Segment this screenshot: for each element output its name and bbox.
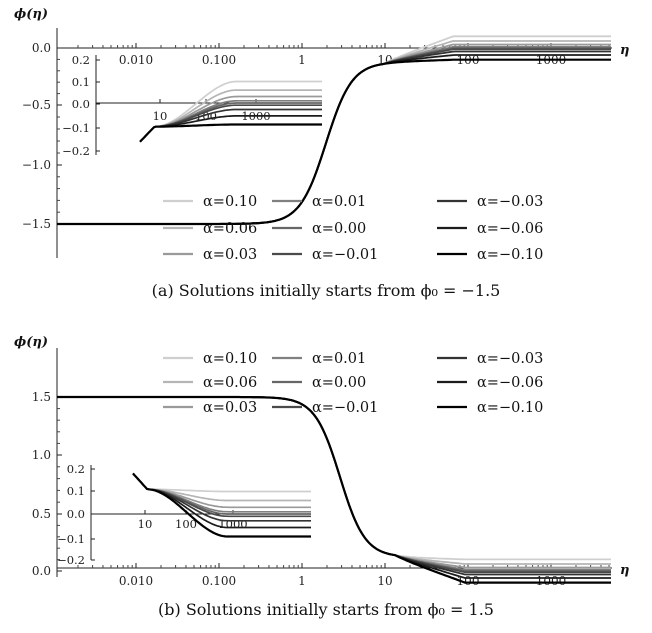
x-axis-label: η: [620, 43, 629, 58]
series-line-1: [57, 396, 611, 561]
inset-series-line-2: [132, 472, 311, 502]
inset-series-line-9: [139, 123, 322, 143]
series-line-4: [57, 396, 611, 571]
y-tick-label: −0.5: [22, 98, 51, 112]
chart-panel-b: ϕ(η)η1.51.00.50.00.010 0.100 1 10 100 10000.2…: [14, 335, 629, 619]
legend-label: α=−0.03: [477, 194, 543, 210]
inset-y-tick-label: 0.1: [67, 484, 85, 498]
legend-label: α=−0.01: [312, 400, 378, 416]
inset-x-tick-label: 10: [138, 517, 153, 531]
series-line-9: [57, 58, 611, 226]
inset-x-tick-label: 100: [175, 517, 197, 531]
inset-y-tick-label: 0.2: [67, 462, 85, 476]
legend-label: α=0.03: [203, 400, 257, 416]
inset-y-tick-label: −0.2: [62, 144, 90, 158]
legend-label: α=0.06: [203, 375, 257, 391]
legend-label: α=−0.10: [477, 400, 543, 416]
series-line-7: [57, 396, 611, 576]
inset-series-line-6: [132, 472, 311, 518]
y-tick-label: 1.0: [32, 448, 51, 462]
series-line-9: [57, 395, 611, 584]
y-tick-label: 0.5: [32, 507, 51, 521]
legend-label: α=0.10: [203, 194, 257, 210]
x-tick-label: 1: [298, 574, 306, 588]
inset-y-tick-label: 0.0: [72, 97, 90, 111]
inset-series-line-1: [132, 472, 311, 493]
x-tick-label: 1: [298, 53, 306, 67]
legend-label: α=0.03: [203, 247, 257, 263]
inset-series-line-9: [132, 472, 311, 538]
legend-label: α=0.00: [312, 375, 366, 391]
chart-caption: (a) Solutions initially starts from ϕ₀ =…: [152, 281, 501, 300]
legend-label: α=−0.06: [477, 221, 543, 237]
chart-caption: (b) Solutions initially starts from ϕ₀ =…: [158, 600, 494, 619]
legend-label: α=0.00: [312, 221, 366, 237]
x-tick-label: 10: [377, 574, 392, 588]
x-tick-label: 0.100: [202, 574, 236, 588]
legend-label: α=−0.10: [477, 247, 543, 263]
inset-y-tick-label: −0.1: [57, 532, 85, 546]
y-axis-label: ϕ(η): [14, 7, 48, 22]
x-tick-label: 0.010: [119, 574, 153, 588]
series-line-8: [57, 396, 611, 579]
legend-label: α=−0.03: [477, 351, 543, 367]
legend-label: α=0.10: [203, 351, 257, 367]
inset-y-tick-label: −0.2: [57, 553, 85, 567]
x-tick-label: 0.100: [202, 53, 236, 67]
series-line-5: [57, 396, 611, 572]
legend-label: α=0.01: [312, 194, 366, 210]
x-axis-label: η: [620, 563, 629, 578]
inset-y-tick-label: 0.2: [72, 53, 90, 67]
chart-panel-a: ϕ(η)η0.0−0.5−1.0−1.50.010 0.100 1 10 100 1000…: [14, 7, 629, 300]
inset-y-tick-label: −0.1: [62, 121, 90, 135]
y-tick-label: 1.5: [32, 390, 51, 404]
y-tick-label: −1.5: [22, 217, 51, 231]
legend-label: α=0.06: [203, 221, 257, 237]
inset-y-tick-label: 0.1: [72, 75, 90, 89]
inset-x-tick-label: 1000: [218, 517, 247, 531]
legend-label: α=−0.06: [477, 375, 543, 391]
legend-label: α=−0.01: [312, 247, 378, 263]
y-tick-label: −1.0: [22, 158, 51, 172]
legend-label: α=0.01: [312, 351, 366, 367]
y-tick-label: 0.0: [32, 564, 51, 578]
inset-x-tick-label: 10: [153, 109, 168, 123]
x-tick-label: 0.010: [119, 53, 153, 67]
y-axis-label: ϕ(η): [14, 335, 48, 350]
x-tick-label: 1000: [536, 574, 567, 588]
y-tick-label: 0.0: [32, 41, 51, 55]
series-line-6: [57, 396, 611, 574]
inset-y-tick-label: 0.0: [67, 507, 85, 521]
